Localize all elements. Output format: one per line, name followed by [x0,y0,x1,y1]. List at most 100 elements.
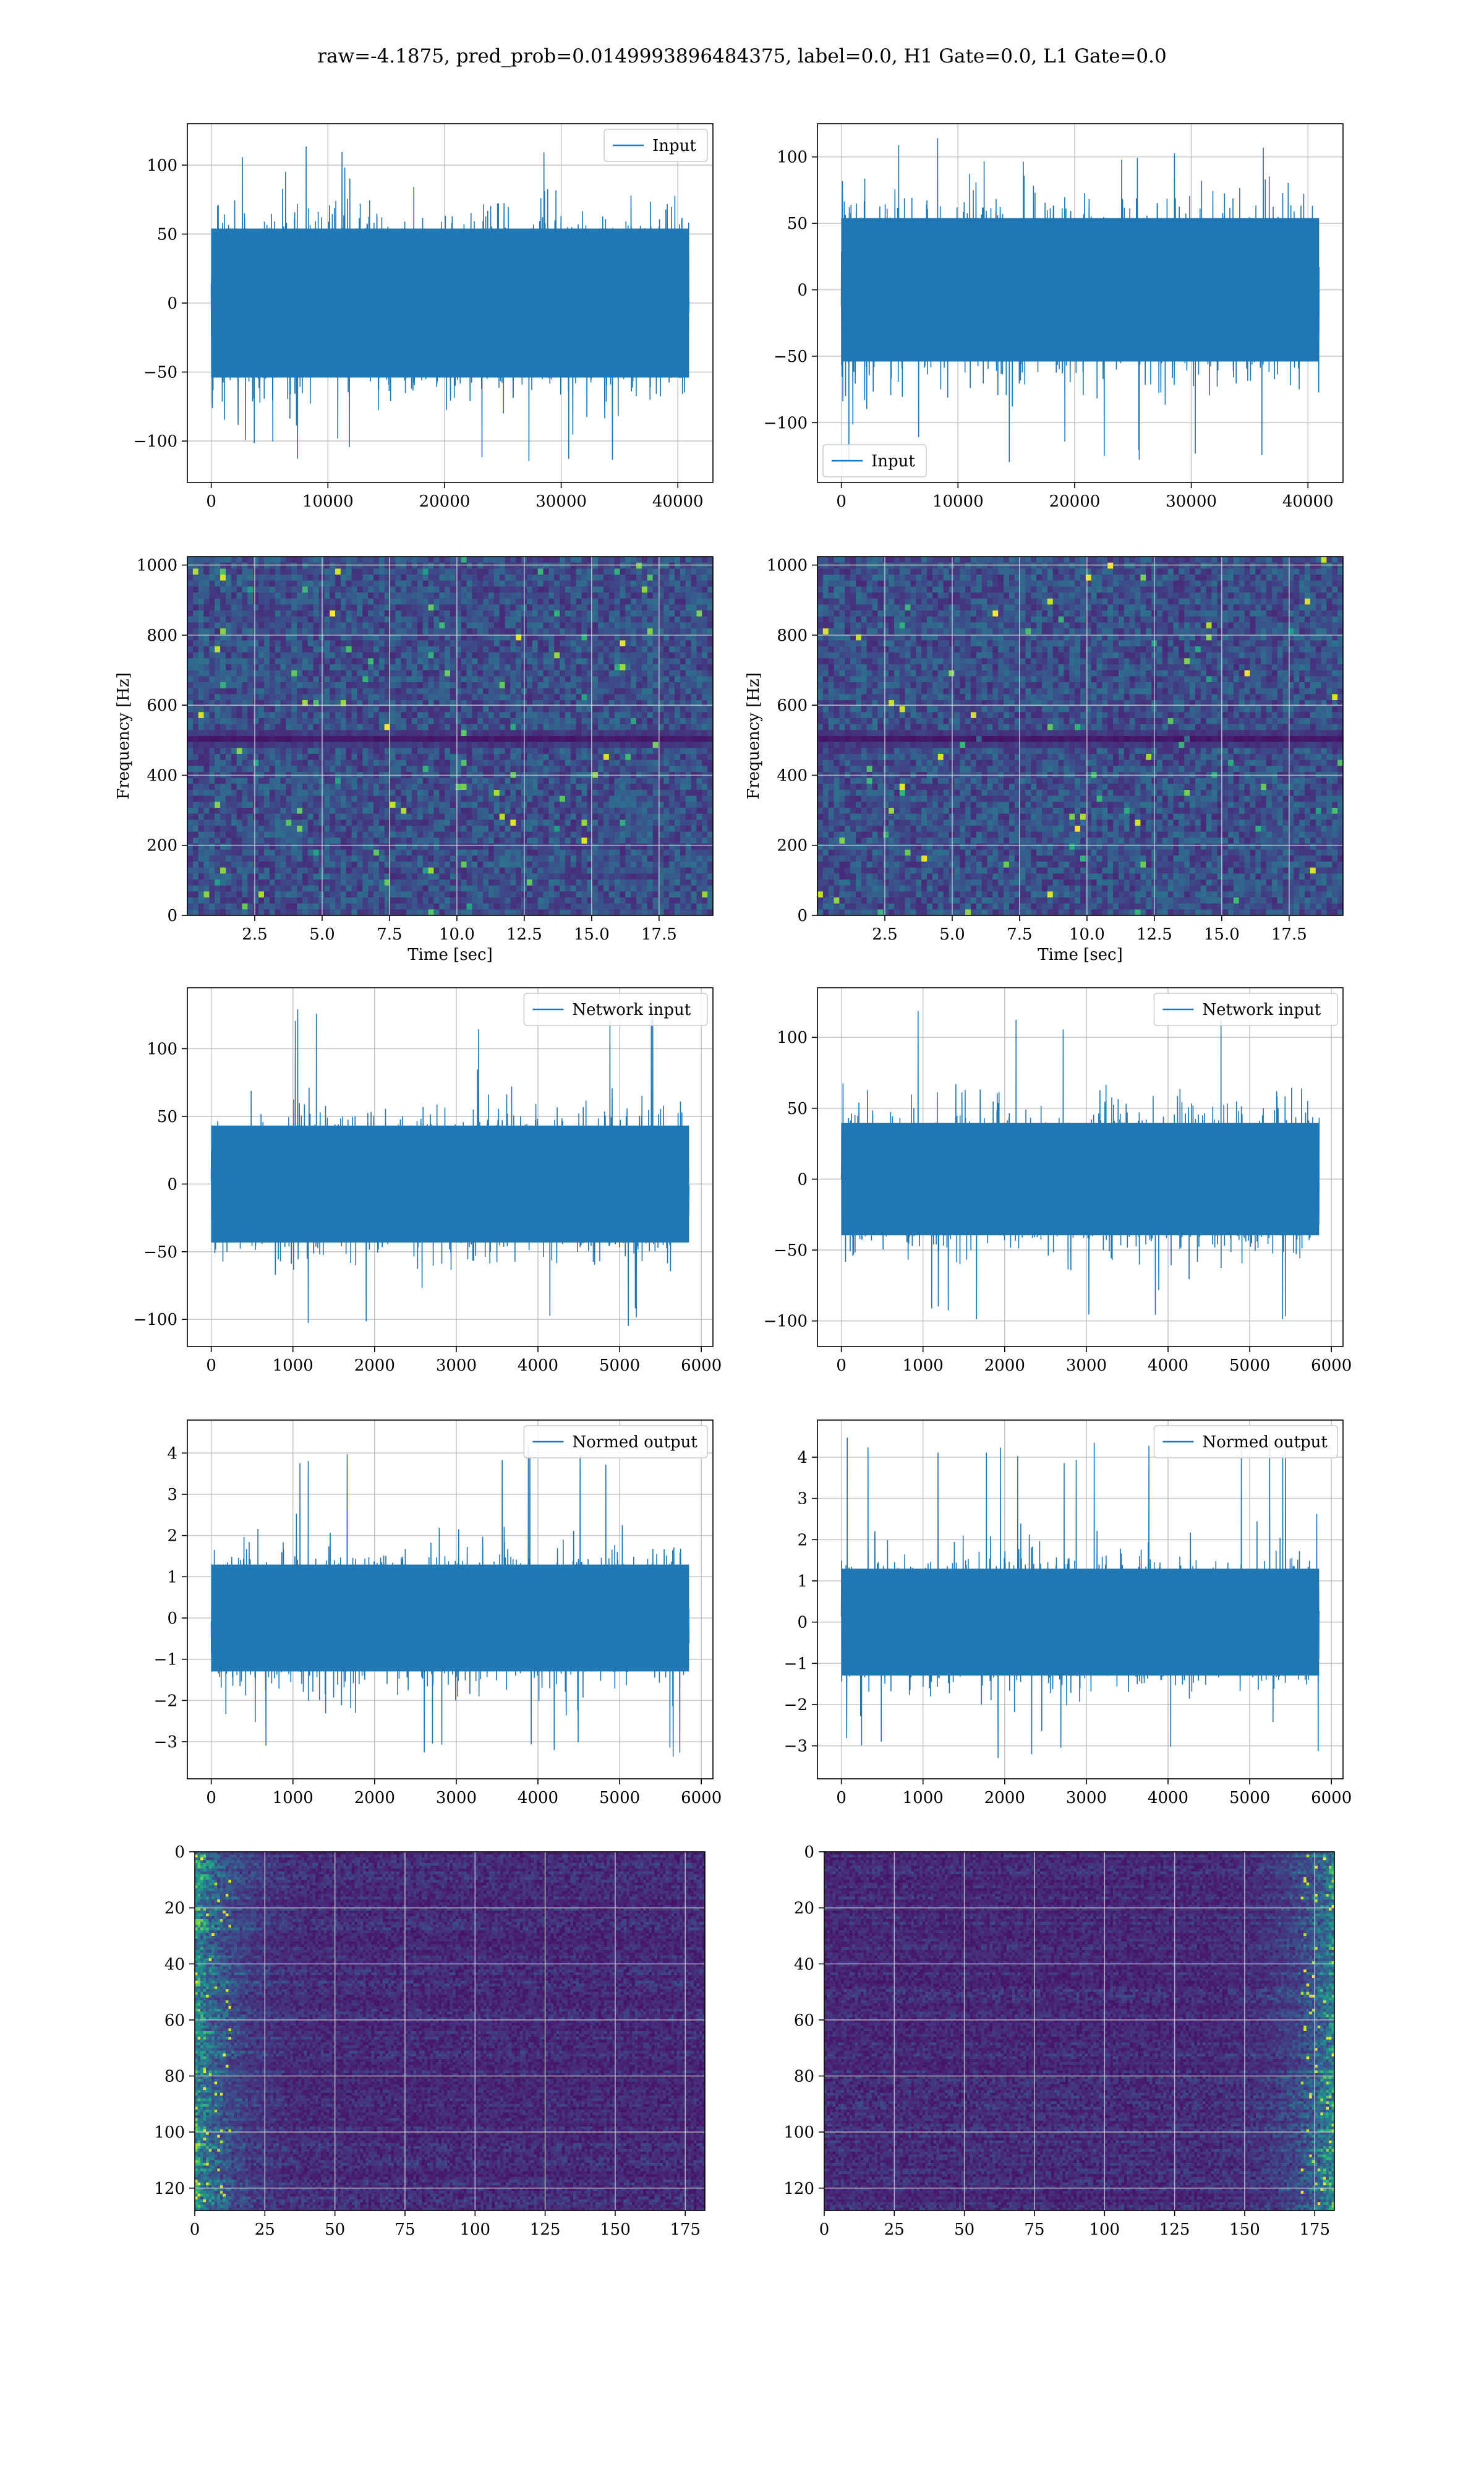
x-tick-label: 2000 [984,1356,1025,1375]
y-axis-label: Frequency [Hz] [114,672,133,800]
x-tick-label: 5000 [599,1789,640,1807]
y-tick-label: 3 [167,1486,177,1504]
x-tick-label: 100 [459,2220,490,2239]
y-tick-label: 0 [797,281,808,300]
subplot-input-l1: 0 10000 20000 30000 40000 −100 −50 0 50 100 Input [764,123,1344,511]
subplot-norm-l1: 0 1000 2000 3000 4000 5000 6000 −3 −2 −1 0 1 2 3 4 Norm… [784,1419,1352,1807]
y-tick-label: −2 [784,1696,808,1714]
x-tick-label: 40000 [1282,492,1334,511]
x-tick-label: 12.5 [1136,925,1172,944]
signal-line [840,1011,1320,1320]
x-tick-label: 2000 [354,1789,395,1807]
x-tick-label: 5000 [1229,1356,1270,1375]
x-tick-label: 50 [954,2220,974,2239]
x-tick-label: 0 [836,1789,846,1807]
x-tick-label: 3000 [1066,1356,1107,1375]
x-tick-label: 15.0 [1204,925,1240,944]
grid [187,557,713,915]
x-tick-label: 17.5 [1271,925,1307,944]
y-tick-label: 0 [797,907,808,925]
x-tick-label: 4000 [518,1789,558,1807]
y-tick-label: 20 [794,1899,814,1918]
signal-line [210,146,690,461]
y-tick-label: 600 [147,696,177,715]
x-tick-label: 0 [836,492,846,511]
y-tick-label: 3 [797,1490,808,1509]
plot-area [817,1420,1343,1779]
y-tick-label: 120 [783,2180,814,2198]
ticks: 0 25 50 75 100 125 150 175 0 20 40 60 80 100 120 [783,1843,1330,2239]
y-tick-label: −50 [774,1241,808,1260]
x-tick-label: 10000 [302,492,354,511]
y-tick-label: 50 [787,1100,808,1118]
subplot-input-h1: 0 10000 20000 30000 40000 −100 −50 0 50 100 Input [134,123,714,511]
x-tick-label: 5000 [1229,1789,1270,1807]
y-tick-label: 1000 [767,557,808,575]
y-tick-label: 40 [164,1955,185,1974]
axes-frame [187,556,714,916]
y-tick-label: 100 [147,1040,177,1058]
y-tick-label: −1 [154,1651,177,1669]
heatmap-cells [824,1852,1334,2211]
x-tick-label: 75 [1024,2220,1044,2239]
y-tick-label: 50 [157,1108,177,1126]
plot-area [187,124,713,482]
y-tick-label: 0 [167,1175,177,1194]
x-tick-label: 125 [530,2220,561,2239]
y-tick-label: 0 [167,907,177,925]
x-tick-label: 75 [394,2220,415,2239]
subplot-spec-h1: 2.5 5.0 7.5 10.0 12.5 15.0 17.5 0 200 400 600 800 10… [114,556,714,964]
y-tick-label: 50 [157,225,177,244]
x-tick-label: 150 [600,2220,631,2239]
y-tick-label: 60 [164,2011,185,2030]
y-axis-label: Frequency [Hz] [744,672,763,800]
x-tick-label: 7.5 [377,925,402,944]
grid [817,557,1343,915]
x-tick-label: 10000 [932,492,984,511]
plot-area [824,1852,1334,2211]
x-tick-label: 0 [206,1356,216,1375]
legend-label: Input [871,452,915,471]
y-tick-label: −50 [774,348,808,366]
x-tick-label: 20000 [419,492,471,511]
y-tick-label: 1 [797,1572,808,1591]
ticks: 0 25 50 75 100 125 150 175 0 20 40 60 80 100 120 [154,1843,701,2239]
y-tick-label: 50 [787,215,808,233]
x-tick-label: 1000 [273,1789,313,1807]
x-axis-label: Time [sec] [407,946,493,964]
axes-frame [817,987,1344,1347]
x-tick-label: 4000 [518,1356,558,1375]
x-tick-label: 0 [206,492,216,511]
x-tick-label: 5000 [599,1356,640,1375]
axes-frame [824,1851,1335,2211]
x-tick-label: 7.5 [1007,925,1032,944]
x-tick-label: 6000 [1311,1356,1352,1375]
y-tick-label: 200 [147,837,177,855]
x-tick-label: 30000 [535,492,587,511]
y-tick-label: −3 [784,1737,808,1756]
y-tick-label: −2 [154,1692,177,1710]
x-tick-label: 40000 [652,492,704,511]
y-tick-label: 60 [794,2011,814,2030]
x-tick-label: 25 [884,2220,905,2239]
subplot-feat-l1: 0 25 50 75 100 125 150 175 0 20 40 60 80 100 120 [783,1843,1335,2239]
x-tick-label: 175 [1299,2220,1330,2239]
plot-area [187,1420,713,1779]
x-tick-label: 2000 [984,1789,1025,1807]
x-tick-label: 10.0 [439,925,475,944]
x-tick-label: 30000 [1166,492,1217,511]
legend-label: Normed output [1202,1433,1328,1452]
y-tick-label: 100 [777,1029,808,1047]
heatmap-cells [817,557,1343,915]
x-tick-label: 3000 [436,1356,477,1375]
x-tick-label: 3000 [1066,1789,1107,1807]
x-tick-label: 15.0 [574,925,610,944]
x-tick-label: 0 [836,1356,846,1375]
x-tick-label: 5.0 [939,925,965,944]
ticks: 2.5 5.0 7.5 10.0 12.5 15.0 17.5 0 200 400 600 800 10… [767,557,1307,944]
grid [195,1852,705,2211]
plot-area [187,988,713,1346]
x-tick-label: 175 [670,2220,701,2239]
signal-line [210,1009,690,1326]
